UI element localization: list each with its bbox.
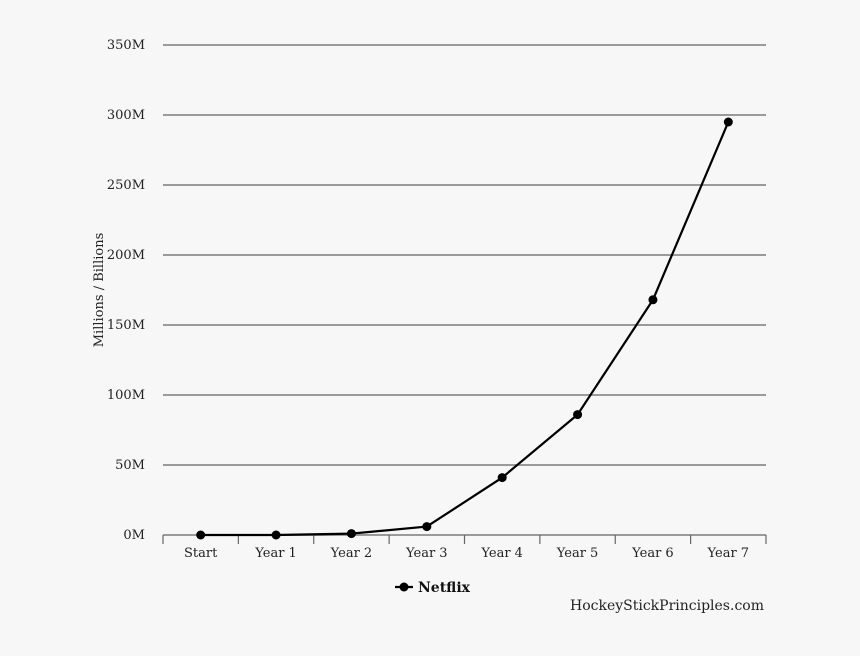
- x-tick-label: Start: [184, 546, 218, 561]
- data-point: [422, 522, 432, 532]
- legend-label: Netflix: [418, 580, 471, 596]
- data-point: [497, 473, 507, 483]
- y-axis-title: Millions / Billions: [92, 233, 107, 348]
- y-tick-label: 100M: [107, 388, 145, 403]
- y-tick-label: 150M: [107, 318, 145, 333]
- x-tick-label: Year 4: [480, 546, 523, 561]
- y-tick-label: 200M: [107, 248, 145, 263]
- data-point: [196, 530, 206, 540]
- y-tick-label: 300M: [107, 108, 145, 123]
- x-tick-label: Year 5: [556, 546, 599, 561]
- source-credit: HockeyStickPrinciples.com: [569, 598, 764, 614]
- y-tick-label: 50M: [115, 458, 145, 473]
- x-tick-label: Year 6: [631, 546, 674, 561]
- legend-marker: [399, 582, 409, 592]
- data-point: [271, 530, 281, 540]
- data-point: [346, 529, 356, 539]
- x-tick-label: Year 2: [330, 546, 373, 561]
- x-tick-label: Year 7: [707, 546, 750, 561]
- y-tick-label: 250M: [107, 178, 145, 193]
- data-point: [723, 117, 733, 127]
- series-line: [200, 121, 730, 537]
- y-tick-label: 0M: [123, 528, 145, 543]
- data-point: [648, 295, 658, 305]
- data-point: [573, 410, 583, 420]
- x-tick-label: Year 3: [405, 546, 448, 561]
- y-tick-label: 350M: [107, 38, 145, 53]
- x-tick-label: Year 1: [254, 546, 297, 561]
